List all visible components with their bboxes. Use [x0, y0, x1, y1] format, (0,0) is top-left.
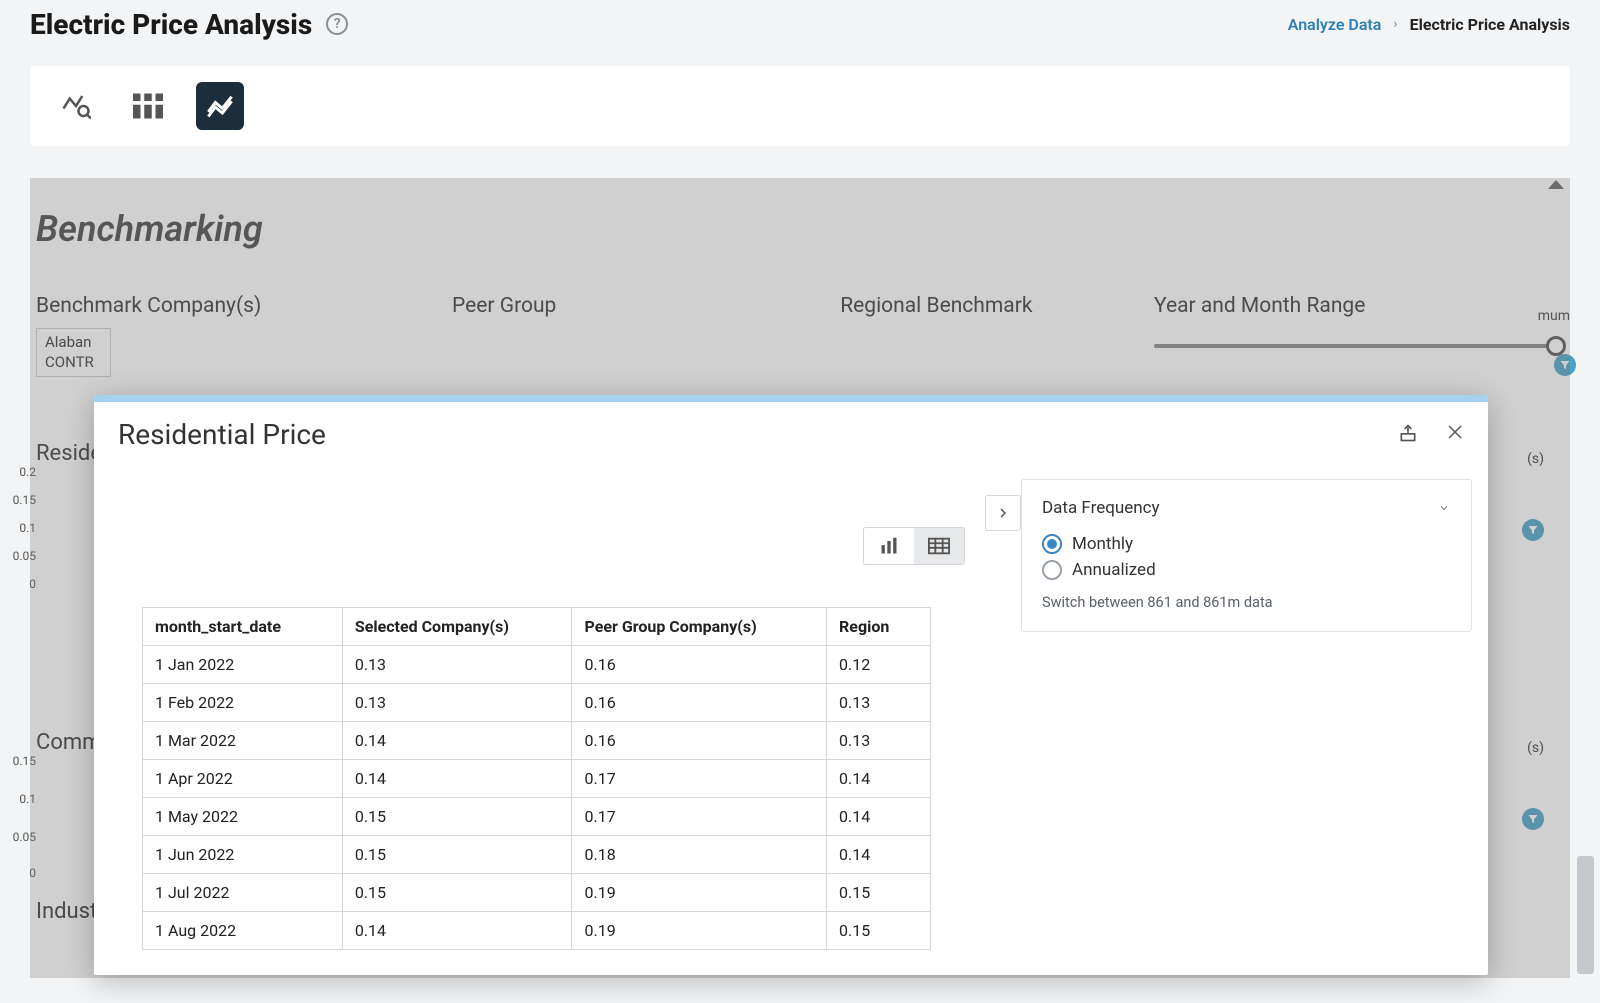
frequency-monthly-option[interactable]: Monthly [1042, 534, 1451, 554]
table-cell: 1 Mar 2022 [143, 722, 343, 760]
table-cell: 1 May 2022 [143, 798, 343, 836]
close-icon[interactable] [1446, 423, 1464, 447]
toggle-table-view[interactable] [914, 528, 964, 564]
page-title: Electric Price Analysis [30, 8, 312, 41]
table-cell: 0.14 [827, 760, 931, 798]
table-cell: 0.13 [827, 722, 931, 760]
table-cell: 0.19 [572, 874, 827, 912]
table-header: Peer Group Company(s) [572, 608, 827, 646]
table-cell: 1 Jun 2022 [143, 836, 343, 874]
chevron-right-icon: › [1393, 16, 1397, 32]
table-row: 1 Jan 20220.130.160.12 [143, 646, 931, 684]
radio-checked-icon [1042, 534, 1062, 554]
price-data-table: month_start_dateSelected Company(s)Peer … [142, 607, 931, 950]
table-cell: 0.14 [342, 760, 572, 798]
modal-title: Residential Price [118, 418, 326, 451]
table-cell: 0.13 [342, 684, 572, 722]
table-row: 1 May 20220.150.170.14 [143, 798, 931, 836]
frequency-annualized-option[interactable]: Annualized [1042, 560, 1451, 580]
radio-unchecked-icon [1042, 560, 1062, 580]
table-cell: 0.14 [827, 798, 931, 836]
sidebar-toggle-button[interactable] [985, 495, 1021, 531]
table-cell: 0.19 [572, 912, 827, 950]
table-cell: 0.15 [827, 912, 931, 950]
table-row: 1 Apr 20220.140.170.14 [143, 760, 931, 798]
table-cell: 1 Jan 2022 [143, 646, 343, 684]
scrollbar-thumb[interactable] [1577, 856, 1594, 974]
export-icon[interactable] [1398, 423, 1418, 447]
table-cell: 0.13 [342, 646, 572, 684]
residential-price-modal: Residential Price [94, 395, 1488, 975]
table-cell: 0.17 [572, 760, 827, 798]
table-cell: 0.17 [572, 798, 827, 836]
table-cell: 0.13 [827, 684, 931, 722]
table-cell: 0.16 [572, 684, 827, 722]
table-cell: 0.16 [572, 646, 827, 684]
view-table-icon[interactable] [124, 82, 172, 130]
table-row: 1 Jul 20220.150.190.15 [143, 874, 931, 912]
table-header: Region [827, 608, 931, 646]
frequency-monthly-label: Monthly [1072, 534, 1133, 554]
table-cell: 1 Apr 2022 [143, 760, 343, 798]
table-cell: 0.15 [342, 836, 572, 874]
table-row: 1 Aug 20220.140.190.15 [143, 912, 931, 950]
table-cell: 0.12 [827, 646, 931, 684]
view-chart-icon[interactable] [196, 82, 244, 130]
breadcrumb-link[interactable]: Analyze Data [1288, 15, 1382, 34]
table-cell: 1 Aug 2022 [143, 912, 343, 950]
table-row: 1 Mar 20220.140.160.13 [143, 722, 931, 760]
table-cell: 0.15 [342, 798, 572, 836]
table-cell: 1 Feb 2022 [143, 684, 343, 722]
view-switcher [30, 66, 1570, 146]
data-frequency-heading: Data Frequency [1042, 498, 1160, 518]
table-cell: 0.14 [342, 722, 572, 760]
help-icon[interactable]: ? [326, 13, 348, 35]
breadcrumb-current: Electric Price Analysis [1410, 15, 1570, 34]
frequency-hint: Switch between 861 and 861m data [1042, 594, 1451, 611]
table-header: month_start_date [143, 608, 343, 646]
table-row: 1 Feb 20220.130.160.13 [143, 684, 931, 722]
breadcrumb: Analyze Data › Electric Price Analysis [1288, 15, 1570, 34]
table-cell: 0.15 [827, 874, 931, 912]
frequency-annualized-label: Annualized [1072, 560, 1156, 580]
view-explore-icon[interactable] [52, 82, 100, 130]
data-frequency-panel: Data Frequency Monthly Annualized Switch… [1021, 479, 1472, 632]
table-cell: 0.14 [342, 912, 572, 950]
table-cell: 0.16 [572, 722, 827, 760]
toggle-chart-view[interactable] [864, 528, 914, 564]
chart-table-toggle [863, 527, 965, 565]
table-row: 1 Jun 20220.150.180.14 [143, 836, 931, 874]
table-cell: 0.18 [572, 836, 827, 874]
table-cell: 1 Jul 2022 [143, 874, 343, 912]
chevron-down-icon[interactable] [1437, 498, 1451, 518]
table-header: Selected Company(s) [342, 608, 572, 646]
table-cell: 0.14 [827, 836, 931, 874]
table-cell: 0.15 [342, 874, 572, 912]
